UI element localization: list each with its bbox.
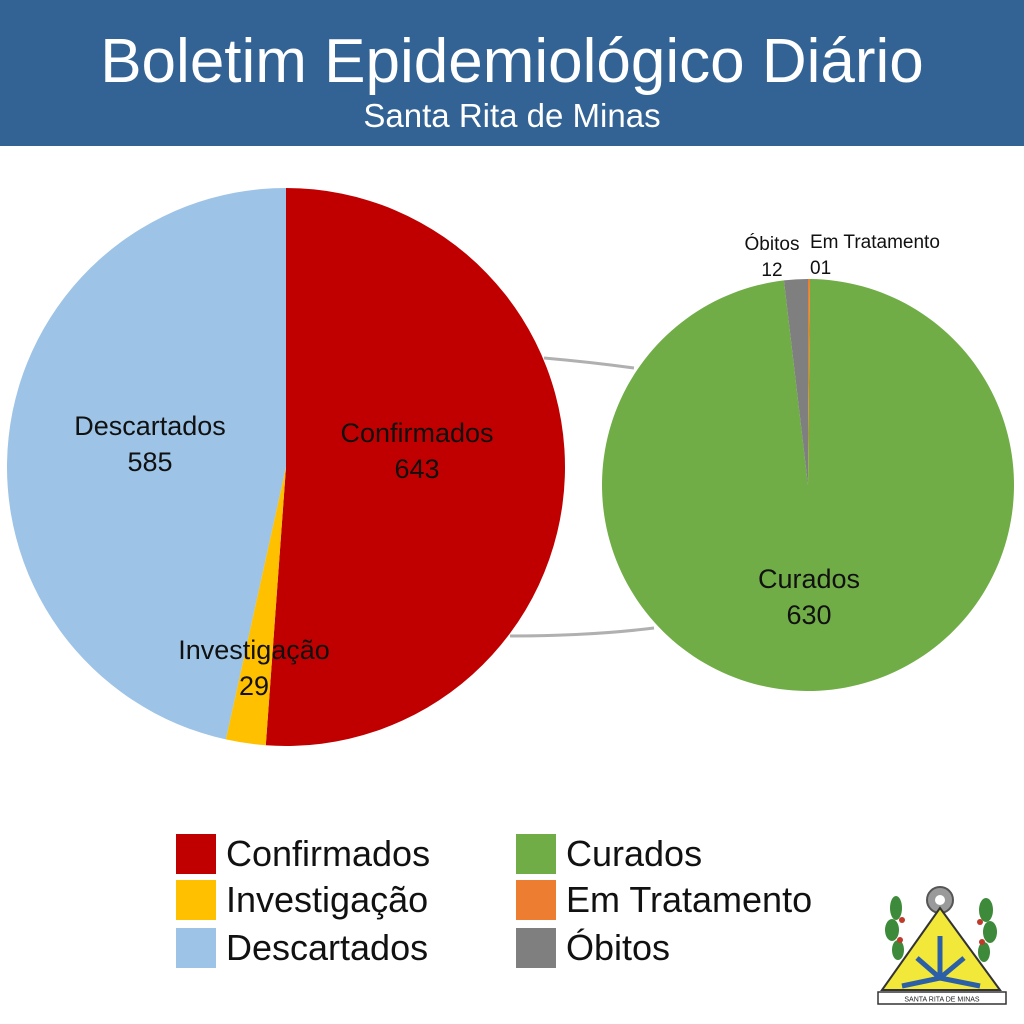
pie-of-pie-chart: Confirmados 643 Investigação 29 Descartados 5…	[7, 188, 1014, 746]
legend-swatch	[176, 834, 216, 874]
data-labels: Confirmados 643 Investigação 29 Descartados 5…	[74, 232, 940, 701]
legend-swatch	[516, 880, 556, 920]
slice-curados	[602, 279, 1014, 691]
ribbon	[877, 991, 1007, 1005]
label-descartados: Descartados 585	[74, 411, 226, 477]
legend-label: Óbitos	[566, 927, 671, 968]
coat-of-arms-icon: SANTA RITA DE MINAS	[877, 886, 1007, 1005]
label-em-tratamento: Em Tratamento 01	[810, 232, 940, 279]
legend-swatch	[516, 834, 556, 874]
label-obitos: Óbitos 12	[745, 233, 800, 281]
header-banner: Boletim Epidemiológico Diário Santa Rita…	[0, 0, 1024, 146]
page-title: Boletim Epidemiológico Diário	[100, 27, 924, 96]
main-pie	[7, 188, 565, 746]
chart-legend: Confirmados Investigação Descartados Curado…	[176, 828, 876, 978]
coffee-beans-icon	[897, 917, 985, 945]
legend-swatch	[516, 928, 556, 968]
secondary-pie	[602, 279, 1014, 691]
slice-descartados	[7, 188, 287, 740]
legend-label: Descartados	[226, 927, 429, 968]
legend-swatch	[176, 928, 216, 968]
sun-rays	[901, 936, 981, 989]
legend-label: Curados	[566, 833, 703, 874]
connector-bottom	[509, 626, 655, 638]
label-curados: Curados 630	[758, 564, 860, 630]
legend-item-curados: Curados	[516, 834, 702, 874]
legend-item-em-tratamento: Em Tratamento	[516, 880, 812, 920]
legend-label: Em Tratamento	[566, 879, 813, 920]
connector-top	[543, 356, 635, 370]
slice-obitos	[783, 279, 808, 485]
logo-text: SANTA RITA DE MINAS	[904, 997, 980, 1004]
legend-item-obitos: Óbitos	[516, 928, 670, 968]
slice-investigacao	[225, 467, 286, 746]
legend-item-descartados: Descartados	[176, 928, 428, 968]
coffee-plant-icon	[885, 896, 997, 962]
label-investigacao: Investigação 29	[178, 635, 330, 701]
legend-item-investigacao: Investigação	[176, 880, 428, 920]
connector-lines	[509, 356, 655, 638]
legend-label: Confirmados	[226, 833, 431, 874]
legend-swatch	[176, 880, 216, 920]
page-subtitle: Santa Rita de Minas	[363, 97, 661, 134]
label-confirmados: Confirmados 643	[340, 418, 493, 484]
slice-em-tratamento	[808, 279, 811, 485]
legend-item-confirmados: Confirmados	[176, 834, 430, 874]
gear-icon	[926, 886, 954, 914]
slice-confirmados	[265, 188, 565, 746]
legend-label: Investigação	[226, 879, 429, 920]
